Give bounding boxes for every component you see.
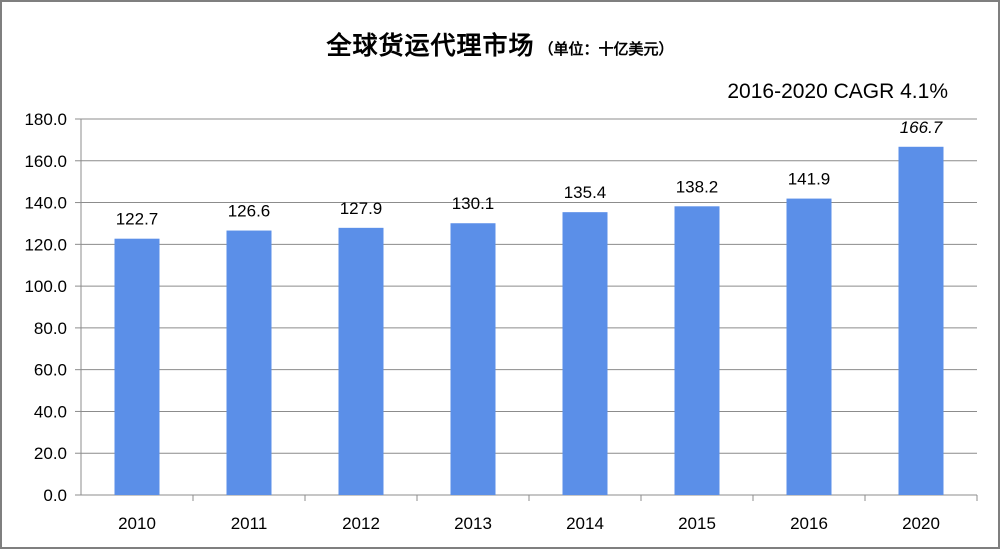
bar-layer	[114, 146, 944, 496]
x-tick-label: 2020	[902, 514, 940, 533]
label-layer: 122.7 126.6 127.9 130.1 135.4 138.2 141.9 166.7	[116, 118, 943, 229]
y-tick-label: 120.0	[24, 235, 67, 254]
y-tick-label: 0.0	[43, 486, 67, 505]
chart-title-block: 全球货运代理市场 （单位：十亿美元）	[0, 26, 1000, 62]
bar-2014	[562, 212, 608, 496]
y-tick-label: 40.0	[34, 402, 67, 421]
x-tick-label: 2012	[342, 514, 380, 533]
y-tick-label: 140.0	[24, 194, 67, 213]
x-tick-label: 2016	[790, 514, 828, 533]
cagr-annotation: 2016-2020 CAGR 4.1%	[727, 80, 948, 103]
data-label-2012: 127.9	[340, 199, 383, 218]
x-tick-label: 2011	[231, 514, 268, 533]
chart-unit-note: （单位：十亿美元）	[538, 40, 674, 58]
y-tick-label: 80.0	[34, 319, 67, 338]
axis-layer: 0.0 20.0 40.0 60.0 80.0 100.0 120.0 140.0 160.0 1…	[24, 110, 978, 533]
data-label-2013: 130.1	[452, 194, 495, 213]
bar-2020	[898, 146, 944, 495]
x-tick-label: 2015	[678, 514, 716, 533]
grid-layer	[81, 118, 977, 496]
data-label-2015: 138.2	[676, 177, 719, 196]
x-tick-label: 2014	[566, 514, 604, 533]
y-tick-label: 180.0	[24, 110, 67, 129]
y-tick-label: 100.0	[24, 277, 67, 296]
data-label-2010: 122.7	[116, 210, 159, 229]
data-label-2016: 141.9	[788, 170, 831, 189]
data-label-2020: 166.7	[900, 118, 943, 137]
bar-2011	[226, 230, 272, 495]
data-label-2014: 135.4	[564, 183, 607, 202]
x-tick-label: 2010	[118, 514, 156, 533]
y-tick-label: 160.0	[24, 152, 67, 171]
data-label-2011: 126.6	[228, 202, 271, 221]
bar-2016	[786, 198, 832, 495]
bar-2015	[674, 206, 720, 495]
x-tick-label: 2013	[454, 514, 492, 533]
chart-title: 全球货运代理市场	[326, 31, 535, 60]
y-tick-label: 20.0	[34, 444, 67, 463]
bar-2013	[450, 223, 496, 496]
bar-2012	[338, 227, 384, 495]
y-tick-label: 60.0	[34, 361, 67, 380]
bar-2010	[114, 238, 160, 495]
